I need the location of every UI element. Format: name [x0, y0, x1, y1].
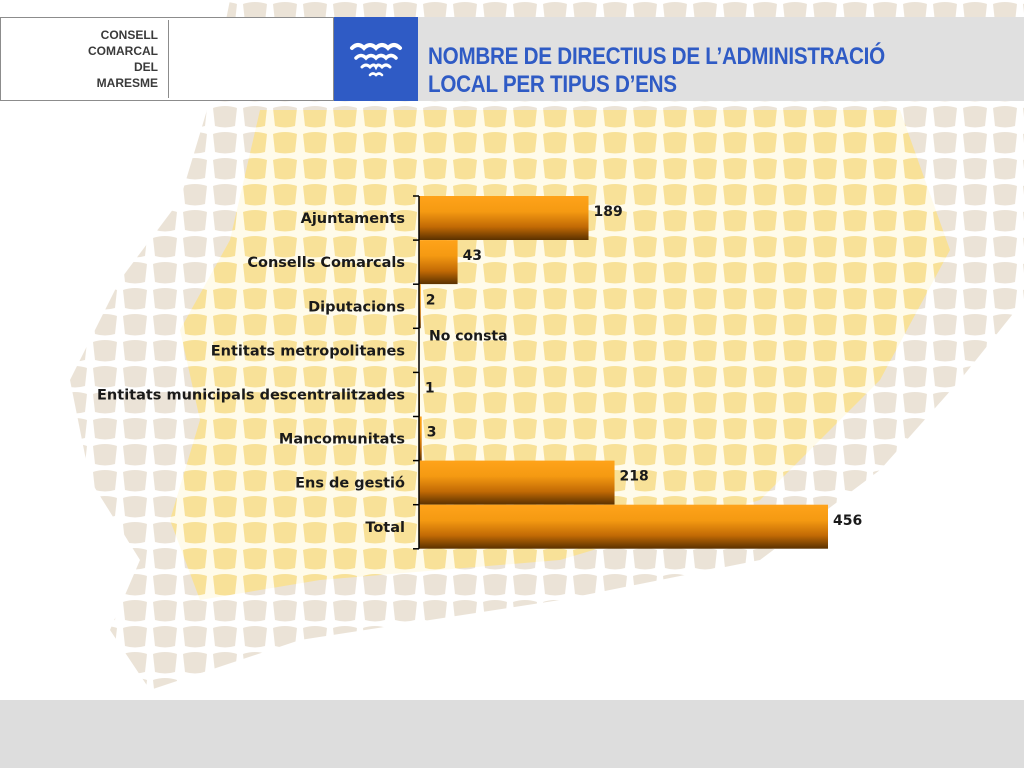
category-label: Entitats metropolitanes — [211, 343, 405, 359]
bar — [419, 196, 589, 240]
data-label: 43 — [463, 248, 482, 264]
footer-bar — [0, 700, 1024, 768]
bar — [419, 416, 422, 461]
data-label: 218 — [620, 469, 649, 485]
bar — [419, 504, 828, 549]
logo-line-3: DEL — [134, 60, 158, 74]
bar — [419, 240, 458, 285]
logo-line-4: MARESME — [96, 76, 158, 90]
data-label: 1 — [425, 380, 435, 396]
bar — [419, 460, 615, 505]
data-label: 2 — [426, 292, 436, 308]
data-label: No consta — [429, 328, 508, 344]
category-label: Diputacions — [308, 299, 405, 315]
bar — [419, 284, 421, 329]
header-title-box: NOMBRE DE DIRECTIUS DE L’ADMINISTRACIÓ L… — [418, 17, 1024, 101]
logo-line-2: COMARCAL — [88, 44, 158, 58]
page-title: NOMBRE DE DIRECTIUS DE L’ADMINISTRACIÓ L… — [428, 43, 885, 98]
header-emblem — [334, 17, 418, 101]
data-label: 3 — [427, 425, 437, 441]
category-label: Mancomunitats — [279, 432, 405, 448]
data-label: 456 — [833, 513, 862, 529]
data-label: 189 — [594, 204, 623, 220]
council-logo-box: CONSELL COMARCAL DEL MARESME — [0, 17, 334, 101]
council-logo-text: CONSELL COMARCAL DEL MARESME — [3, 20, 169, 98]
category-label: Ajuntaments — [301, 211, 405, 227]
category-label: Consells Comarcals — [247, 255, 405, 271]
category-label: Entitats municipals descentralitzades — [97, 387, 405, 403]
logo-line-1: CONSELL — [100, 28, 158, 42]
category-label: Total — [365, 520, 405, 536]
waves-emblem-icon — [350, 43, 402, 77]
category-label: Ens de gestió — [295, 476, 405, 492]
